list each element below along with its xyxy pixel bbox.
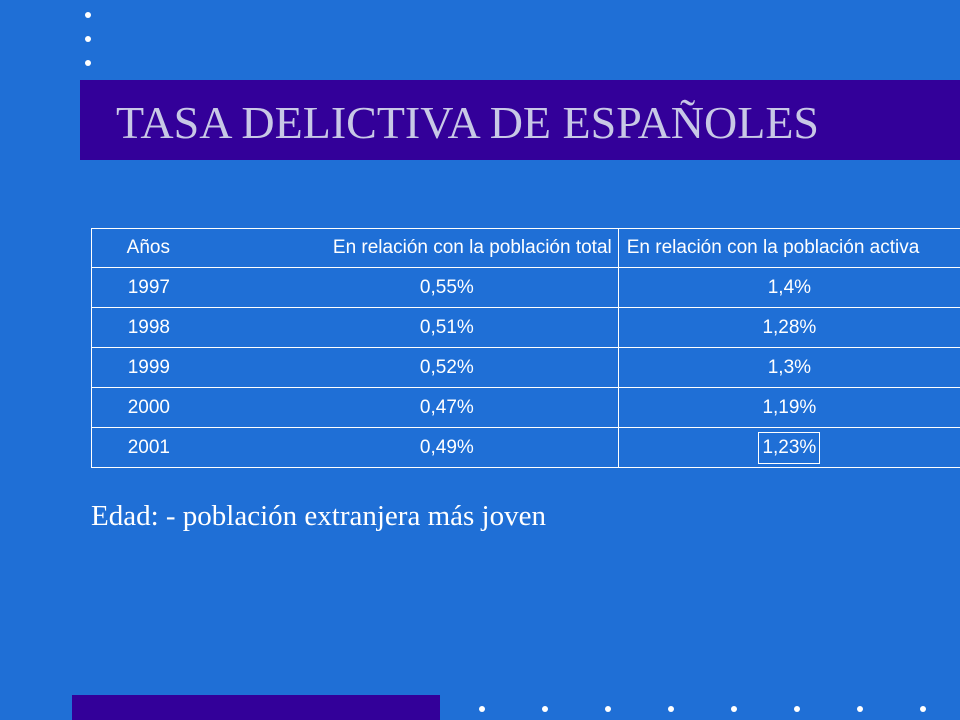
age-note: Edad: - población extranjera más joven [91, 500, 546, 532]
highlighted-value: 1,23% [758, 431, 821, 464]
decor-dot [857, 706, 863, 712]
year-cell: 1998 [90, 307, 180, 348]
year-cell: 1999 [90, 347, 180, 388]
header-total: En relación con la población total [179, 228, 619, 268]
activa-cell: 1,3% [767, 356, 812, 378]
table-header-row: Años En relación con la población total … [90, 228, 960, 268]
activa-cell: 1,28% [762, 316, 817, 338]
total-cell: 0,47% [179, 387, 619, 428]
decor-dot [668, 706, 674, 712]
decor-dot [85, 60, 91, 66]
decor-dot [731, 706, 737, 712]
title-bar: TASA DELICTIVA DE ESPAÑOLES [80, 80, 960, 160]
decor-dot [85, 12, 91, 18]
header-activa: En relación con la población activa [626, 237, 920, 258]
decor-dot [920, 706, 926, 712]
total-cell: 0,51% [179, 307, 619, 348]
year-cell: 1997 [90, 267, 180, 308]
table-row: 1998 0,51% 1,28% [90, 307, 960, 348]
total-cell: 0,52% [179, 347, 619, 388]
year-cell: 2001 [90, 427, 180, 468]
slide-title: TASA DELICTIVA DE ESPAÑOLES [116, 97, 820, 148]
total-cell: 0,49% [179, 427, 619, 468]
year-cell: 2000 [90, 387, 180, 428]
decor-dot [605, 706, 611, 712]
footer-bar [72, 695, 440, 720]
decor-dot [85, 36, 91, 42]
header-years: Años [90, 228, 180, 268]
table-row: 2000 0,47% 1,19% [90, 387, 960, 428]
decor-dot [542, 706, 548, 712]
decor-dot [794, 706, 800, 712]
data-table: Años En relación con la población total … [90, 228, 960, 468]
decor-dot [479, 706, 485, 712]
table-row: 1999 0,52% 1,3% [90, 347, 960, 388]
activa-cell: 1,23% [618, 428, 960, 468]
table-row: 2001 0,49% 1,23% [90, 427, 960, 468]
table-row: 1997 0,55% 1,4% [90, 267, 960, 308]
activa-cell: 1,19% [762, 396, 817, 418]
total-cell: 0,55% [179, 267, 619, 308]
activa-cell: 1,4% [767, 276, 812, 298]
